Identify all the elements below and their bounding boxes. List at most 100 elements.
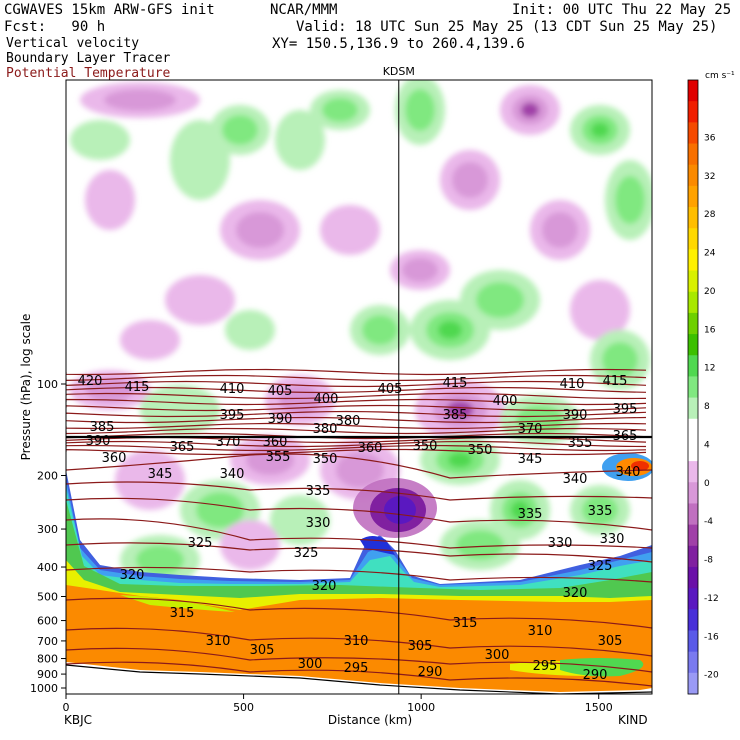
theta-contour: [66, 374, 647, 382]
x-axis-title: Distance (km): [328, 713, 412, 727]
theta-label: 340: [616, 465, 641, 480]
terrain-line: [66, 664, 652, 694]
theta-label: 335: [306, 484, 331, 499]
colorbar-swatch: [688, 228, 698, 250]
colorbar: 36 32 28 24 20 16 12 8 4 0 -4 -8 -12 -16 -20: [687, 79, 719, 695]
y-tick-label: 300: [37, 523, 58, 536]
theta-label: 400: [493, 394, 518, 409]
theta-contour: [66, 627, 652, 657]
x-axis: 0 500 1000 1500: [63, 694, 613, 714]
theta-contour: [66, 380, 647, 388]
colorbar-swatch: [688, 291, 698, 314]
velocity-blob: [270, 495, 330, 545]
colorbar-label: 36: [704, 133, 716, 143]
x-tick-label: 1500: [585, 701, 613, 714]
velocity-blob-core: [542, 212, 578, 248]
colorbar-swatch: [688, 672, 698, 695]
colorbar-swatch: [688, 651, 698, 674]
theta-label: 390: [563, 408, 588, 423]
velocity-blob-core: [196, 492, 244, 528]
velocity-blob-core: [516, 405, 564, 435]
velocity-blob-core: [402, 258, 438, 282]
theta-label: 380: [313, 422, 338, 437]
y-tick-label: 600: [37, 615, 58, 628]
theta-contour: [66, 647, 652, 673]
theta-contour: [66, 427, 647, 435]
theta-label: 335: [588, 504, 613, 519]
colorbar-swatch: [688, 609, 698, 631]
velocity-blob-core: [236, 212, 284, 248]
theta-label: 370: [216, 435, 241, 450]
velocity-blob-core: [476, 282, 524, 318]
theta-contour: [66, 518, 652, 549]
init-time: Init: 00 UTC Thu 22 May 25: [512, 2, 732, 18]
theta-label: 385: [443, 408, 468, 423]
valid-time: Valid: 18 UTC Sun 25 May 25 (13 CDT Sun …: [296, 19, 718, 35]
colorbar-swatch: [688, 249, 698, 272]
theta-label: 395: [613, 402, 638, 417]
velocity-blob-core: [362, 315, 398, 345]
velocity-blob-core: [104, 89, 176, 111]
theta-label: 420: [78, 374, 103, 389]
colorbar-label: 28: [704, 210, 716, 220]
theta-label: 330: [306, 516, 331, 531]
theta-label: 380: [336, 414, 361, 429]
colorbar-label: 0: [704, 479, 710, 489]
plot-border: [65, 79, 653, 695]
x-tick-label: 1000: [407, 701, 435, 714]
y-tick-label: 200: [37, 470, 58, 483]
boundary-layer-tracer-field: [66, 453, 652, 694]
theta-label: 410: [220, 382, 245, 397]
colorbar-swatch: [688, 418, 698, 441]
velocity-blob: [70, 120, 130, 160]
velocity-blob: [165, 275, 235, 325]
velocity-blob-core: [222, 115, 258, 145]
velocity-blob: [220, 520, 280, 570]
theta-contour: [66, 661, 652, 687]
y-tick-label: 400: [37, 561, 58, 574]
theta-label: 315: [453, 616, 478, 631]
institution-label: NCAR/MMM: [270, 2, 338, 18]
colorbar-swatch: [688, 439, 698, 462]
theta-label: 360: [358, 441, 383, 456]
theta-label: 405: [378, 382, 403, 397]
field-vertical-velocity: Vertical velocity: [6, 36, 140, 51]
y-tick-label: 700: [37, 635, 58, 648]
colorbar-swatch: [688, 566, 698, 589]
velocity-blob-peak: [511, 501, 529, 519]
theta-label: 345: [518, 452, 543, 467]
colorbar-swatch: [688, 207, 698, 229]
velocity-blob-core: [602, 342, 638, 378]
theta-label: 400: [314, 392, 339, 407]
colorbar-swatch: [688, 355, 698, 377]
theta-label: 290: [418, 665, 443, 680]
theta-label: 305: [408, 639, 433, 654]
theta-label: 345: [148, 467, 173, 482]
colorbar-label: 32: [704, 172, 715, 182]
theta-label: 320: [312, 579, 337, 594]
colorbar-swatch: [688, 545, 698, 568]
colorbar-swatch: [688, 164, 698, 187]
theta-label: 395: [220, 408, 245, 423]
theta-contour: [66, 392, 647, 400]
theta-label: 390: [268, 412, 293, 427]
velocity-blob: [85, 170, 135, 230]
theta-label: 360: [102, 451, 127, 466]
theta-label: 415: [125, 380, 150, 395]
colorbar-label: 20: [704, 287, 716, 297]
theta-label: 295: [344, 661, 369, 676]
theta-label: 325: [294, 546, 319, 561]
velocity-blob-core: [582, 495, 618, 525]
velocity-blob: [275, 110, 325, 170]
theta-label: 320: [563, 586, 588, 601]
theta-label: 365: [613, 429, 638, 444]
velocity-blob: [320, 205, 380, 255]
velocity-blob-core: [456, 530, 504, 560]
right-endpoint-label: KIND: [618, 713, 648, 727]
theta-label: 305: [250, 643, 275, 658]
colorbar-swatch: [688, 630, 698, 653]
theta-label: 325: [188, 536, 213, 551]
theta-label: 355: [266, 450, 291, 465]
